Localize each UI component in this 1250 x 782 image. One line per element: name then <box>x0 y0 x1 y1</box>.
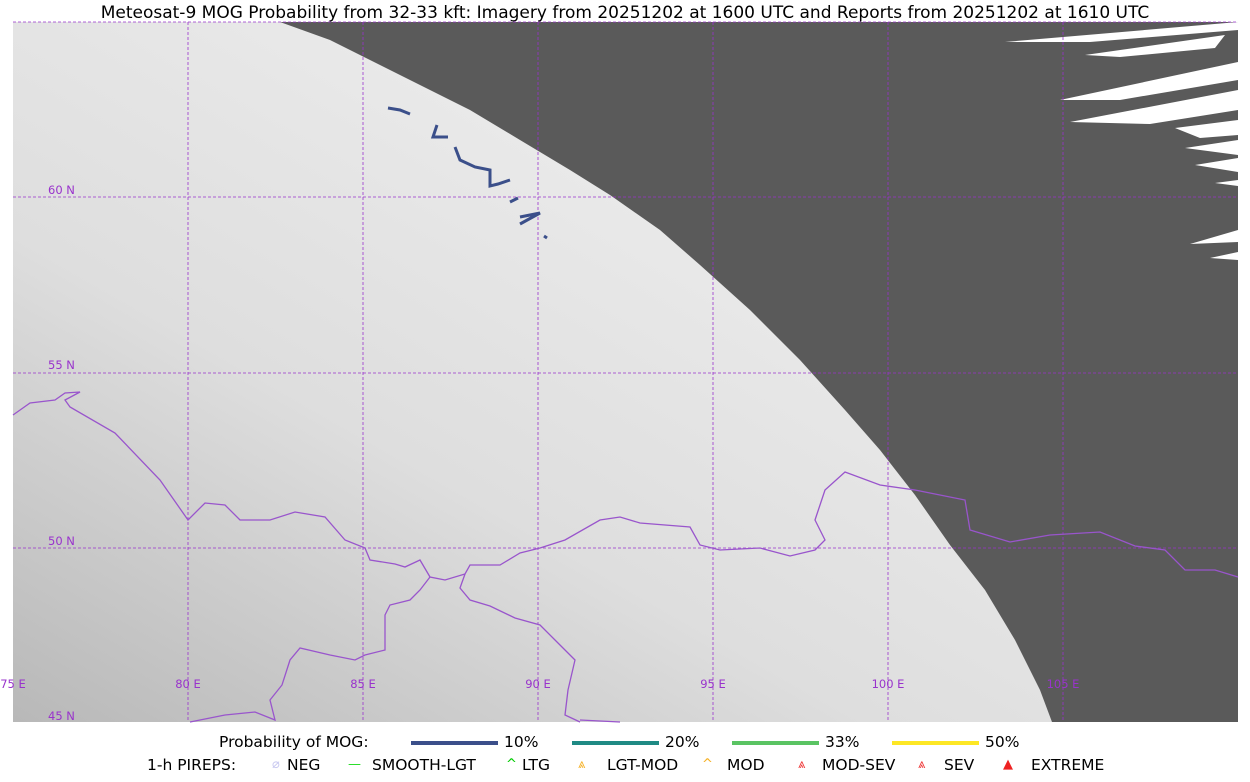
map-title: Meteosat-9 MOG Probability from 32-33 kf… <box>100 3 1150 23</box>
latitude-label: 60 N <box>48 183 75 197</box>
pirep-item-label: NEG <box>287 756 321 774</box>
prob-swatch-0 <box>411 741 498 745</box>
mod-icon: ^ <box>702 757 713 772</box>
graticule <box>13 21 1238 722</box>
pirep-item-label: MOD <box>727 756 765 774</box>
longitude-label: 90 E <box>525 677 551 691</box>
prob-swatch-1 <box>572 741 659 745</box>
ltg-icon: ^ <box>506 757 517 772</box>
prob-item-label: 33% <box>825 733 860 751</box>
prob-item-label: 50% <box>985 733 1020 751</box>
probability-legend-label: Probability of MOG: <box>219 733 369 751</box>
longitude-label: 80 E <box>175 677 201 691</box>
mod-sev-icon: ⩓ <box>798 757 806 772</box>
longitude-label: 105 E <box>1047 677 1080 691</box>
latitude-label: 50 N <box>48 534 75 548</box>
pirep-item-label: EXTREME <box>1031 756 1105 774</box>
lgt-mod-icon: ⩓ <box>578 757 586 772</box>
grid-labels: 60 N 55 N 50 N 45 N 75 E 80 E 85 E 90 E 95 E 100 … <box>0 183 1079 723</box>
prob-swatch-3 <box>892 741 979 745</box>
extreme-icon: ▲ <box>1003 757 1013 772</box>
longitude-label: 85 E <box>350 677 376 691</box>
prob-item-label: 20% <box>665 733 700 751</box>
pirep-legend-label: 1-h PIREPS: <box>147 756 237 774</box>
prob-item-label: 10% <box>504 733 539 751</box>
longitude-label: 95 E <box>700 677 726 691</box>
latitude-label: 45 N <box>48 709 75 723</box>
pirep-item-label: MOD-SEV <box>822 756 896 774</box>
satellite-map: 60 N 55 N 50 N 45 N 75 E 80 E 85 E 90 E 95 E 100 … <box>0 21 1239 723</box>
prob-swatch-2 <box>732 741 819 745</box>
country-borders <box>12 391 1239 723</box>
pirep-item-label: SMOOTH-LGT <box>372 756 476 774</box>
neg-icon: ⌀ <box>272 757 280 772</box>
latitude-label: 55 N <box>48 358 75 372</box>
longitude-label: 100 E <box>872 677 905 691</box>
sev-icon: ⩓ <box>918 757 926 772</box>
smooth-lgt-icon: — <box>348 757 361 772</box>
mog-10pct-contours <box>387 106 548 240</box>
pirep-item-label: LTG <box>522 756 550 774</box>
pirep-item-label: SEV <box>944 756 975 774</box>
longitude-label: 75 E <box>0 677 26 691</box>
pirep-item-label: LGT-MOD <box>607 756 679 774</box>
